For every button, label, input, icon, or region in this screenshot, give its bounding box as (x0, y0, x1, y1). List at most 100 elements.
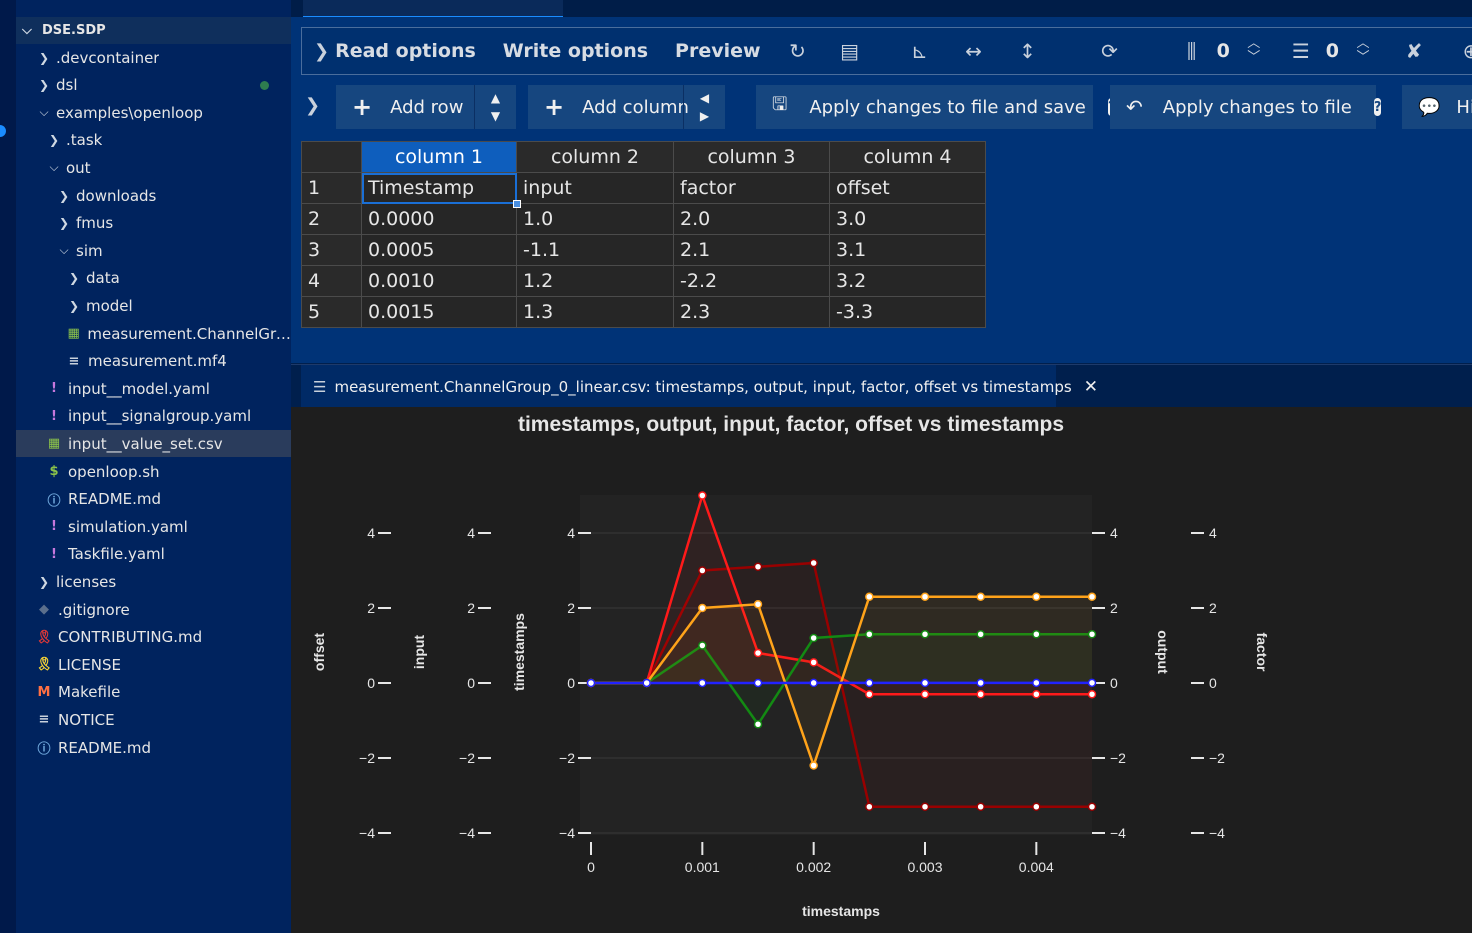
tree-file[interactable]: M Makefile (16, 679, 291, 706)
data-point-output[interactable] (865, 690, 874, 699)
data-point-factor[interactable] (976, 592, 985, 601)
tree-folder[interactable]: ❯ model (16, 292, 291, 319)
data-point-timestamps[interactable] (1032, 678, 1041, 688)
data-point-offset[interactable] (753, 562, 763, 571)
caret-left-icon[interactable]: ◀ (699, 91, 710, 105)
data-point-offset[interactable] (865, 802, 874, 811)
ruler-icon[interactable]: ⊾ (911, 39, 928, 63)
tree-folder[interactable]: ❯ licenses (16, 568, 291, 595)
clipboard-icon[interactable]: ▤ (840, 39, 860, 63)
column-header[interactable]: column 4 (829, 141, 986, 173)
data-point-offset[interactable] (1032, 802, 1041, 811)
tree-file[interactable]: 🎗 LICENSE (16, 651, 291, 678)
tree-file[interactable]: 🎗 CONTRIBUTING.md (16, 624, 291, 651)
data-point-input[interactable] (1032, 630, 1041, 639)
data-point-input[interactable] (865, 630, 874, 639)
data-point-factor[interactable] (1087, 592, 1097, 601)
tree-folder[interactable]: ❯ .devcontainer (16, 44, 291, 71)
grid-cell[interactable]: 2.1 (673, 234, 830, 266)
data-point-factor[interactable] (920, 592, 930, 601)
data-point-timestamps[interactable] (865, 678, 874, 688)
data-point-output[interactable] (920, 690, 930, 699)
data-point-input[interactable] (1087, 630, 1097, 639)
data-point-factor[interactable] (809, 761, 818, 770)
tree-file[interactable]: ≡ measurement.mf4 (16, 348, 291, 375)
explorer-root-header[interactable]: ⌵ DSE.SDP (16, 17, 291, 44)
tree-file[interactable]: ! simulation.yaml (16, 513, 291, 540)
data-point-factor[interactable] (753, 600, 763, 609)
data-point-timestamps[interactable] (698, 678, 707, 688)
add-column-button[interactable]: + Add column ◀ ▶ (528, 85, 725, 129)
data-point-factor[interactable] (1032, 592, 1041, 601)
grid-cell[interactable]: -3.3 (829, 296, 986, 328)
row-header[interactable]: 5 (301, 296, 362, 328)
grid-cell[interactable]: factor (673, 172, 830, 204)
grid-cell[interactable]: Timestamp (361, 172, 521, 208)
column-header[interactable]: column 1 (361, 141, 517, 173)
row-header[interactable]: 2 (301, 203, 362, 235)
tree-folder[interactable]: ❯ downloads (16, 182, 291, 209)
add-row-button[interactable]: + Add row ▲ ▼ (336, 85, 516, 129)
editor-tab-csv[interactable] (303, 0, 563, 17)
data-point-input[interactable] (809, 633, 818, 643)
tree-folder[interactable]: ⌵ sim (16, 237, 291, 264)
grid-cell[interactable]: 3.2 (829, 265, 986, 297)
preview-link[interactable]: Preview (675, 40, 761, 62)
tree-folder[interactable]: ⌵ out (16, 154, 291, 181)
line-chart[interactable]: timestamps, output, input, factor, offse… (291, 407, 1472, 933)
plot-tab[interactable]: ☰ measurement.ChannelGroup_0_linear.csv:… (301, 365, 1098, 408)
grid-cell[interactable]: 3.1 (829, 234, 986, 266)
grid-cell[interactable]: 0.0000 (361, 203, 517, 235)
add-column-position-arrows[interactable]: ◀ ▶ (683, 85, 725, 129)
data-point-offset[interactable] (920, 802, 930, 811)
tree-file[interactable]: ▦ measurement.ChannelGro... (16, 320, 291, 347)
grid-cell[interactable]: 1.3 (516, 296, 674, 328)
fixed-rows-stepper[interactable]: ︿ ﹀ (1356, 36, 1370, 65)
refresh-icon[interactable]: ⟳ (1101, 39, 1118, 63)
resize-vertical-icon[interactable]: ↕ (1019, 39, 1036, 63)
help-icon[interactable]: ? (1373, 98, 1382, 116)
tree-file[interactable]: $ openloop.sh (16, 458, 291, 485)
grid-cell[interactable]: -1.1 (516, 234, 674, 266)
grid-corner[interactable] (301, 141, 362, 173)
row-header[interactable]: 3 (301, 234, 362, 266)
data-point-timestamps[interactable] (642, 678, 651, 688)
tree-folder[interactable]: ❯ fmus (16, 210, 291, 237)
data-point-input[interactable] (753, 720, 763, 729)
data-point-input[interactable] (920, 630, 930, 639)
column-header[interactable]: column 3 (673, 141, 830, 173)
data-point-offset[interactable] (809, 558, 818, 568)
data-point-output[interactable] (1032, 690, 1041, 699)
data-point-factor[interactable] (865, 592, 874, 601)
data-point-offset[interactable] (698, 566, 707, 575)
grid-cell[interactable]: -2.2 (673, 265, 830, 297)
tree-folder[interactable]: ⌵ examples\openloop (16, 99, 291, 126)
data-point-input[interactable] (698, 641, 707, 650)
freeze-rows-icon[interactable]: ☰ (1291, 39, 1310, 63)
caret-up-icon[interactable]: ▲ (490, 91, 501, 105)
grid-cell[interactable]: 0.0005 (361, 234, 517, 266)
tree-file[interactable]: ⓘ README.md (16, 734, 291, 761)
grid-cell[interactable]: input (516, 172, 674, 204)
chevron-right-icon[interactable]: ❯ (314, 40, 330, 62)
series-line-factor[interactable] (591, 595, 1092, 770)
apply-and-save-button[interactable]: 🖫 Apply changes to file and save ? (756, 85, 1116, 129)
data-point-input[interactable] (976, 630, 985, 639)
data-point-output[interactable] (698, 491, 707, 500)
tree-file[interactable]: ≡ NOTICE (16, 706, 291, 733)
close-x-icon[interactable]: ✘ (1405, 39, 1423, 63)
tree-file[interactable]: ! input__model.yaml (16, 375, 291, 402)
fixed-columns-stepper[interactable]: ︿ ﹀ (1247, 36, 1261, 65)
zoom-icon[interactable]: ⊕ (1462, 39, 1472, 63)
row-header[interactable]: 1 (301, 172, 362, 204)
grid-cell[interactable]: 1.2 (516, 265, 674, 297)
series-line-input[interactable] (591, 633, 1092, 727)
data-point-timestamps[interactable] (753, 678, 763, 688)
tree-folder[interactable]: ❯ dsl (16, 72, 291, 99)
hide-comments-button[interactable]: 💬 Hi (1402, 85, 1472, 129)
grid-cell[interactable]: 1.0 (516, 203, 674, 235)
row-header[interactable]: 4 (301, 265, 362, 297)
data-point-output[interactable] (753, 648, 763, 658)
data-point-output[interactable] (976, 690, 985, 699)
add-row-position-arrows[interactable]: ▲ ▼ (474, 85, 516, 129)
